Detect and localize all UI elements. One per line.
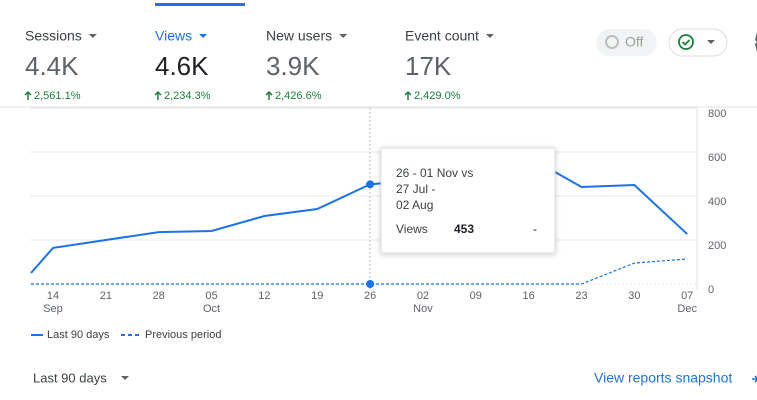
x-month-label: Sep [43,303,63,315]
metric-value: 3.9K [266,51,320,81]
x-tick-label: 09 [470,290,482,302]
x-tick-label: 26 [364,290,376,302]
x-tick-label: 14 [47,290,59,302]
legend-label[interactable]: Previous period [145,329,221,341]
x-tick-label: 28 [153,290,165,302]
dropdown-caret [707,40,715,44]
y-tick-label: 800 [708,108,726,120]
change-arrow [404,90,412,100]
metric-name: Event count [405,28,479,44]
x-tick-label: 16 [523,290,535,302]
x-month-label: Oct [203,303,220,315]
metric-change: 2,426.6% [275,90,322,102]
change-arrow [24,90,32,100]
metric-tab[interactable]: Views 4.6K 2,234.3% [154,28,211,102]
change-arrow [154,90,162,100]
tooltip: 26 - 01 Nov vs 27 Jul - 02 Aug Views 453… [380,147,556,254]
metric-tab[interactable]: Sessions 4.4K 2,561.1% [24,28,97,102]
x-tick-label: 30 [628,290,640,302]
x-tick-label: 21 [100,290,112,302]
tab-indicator [155,3,245,6]
x-tick-label: 07 [681,290,693,302]
metric-name: Views [155,28,192,44]
metric-tab[interactable]: New users 3.9K 2,426.6% [265,28,348,102]
toggle-label[interactable]: Off [625,34,644,50]
tooltip-previous: - [533,222,537,236]
x-month-label: Nov [413,303,433,315]
hover-dot [366,280,375,288]
x-tick-label: 02 [417,290,429,302]
x-month-label: Dec [677,303,697,315]
y-tick-label: 200 [708,240,726,252]
hover-dot [366,180,375,189]
change-arrow [265,90,273,100]
metric-name: New users [266,28,332,44]
tooltip-label: Views [396,222,428,236]
x-tick-label: 12 [258,290,270,302]
link-arrow [752,375,757,383]
series-line [31,258,688,285]
metric-caret [88,34,97,38]
status-dropdown[interactable] [668,28,728,57]
metric-change: 2,561.1% [34,90,81,102]
metric-change: 2,234.3% [164,90,211,102]
toggle-icon [605,35,619,49]
metric-value: 17K [405,51,452,81]
metric-caret [339,34,348,38]
tooltip-title: 26 - 01 Nov vs [396,166,473,180]
snapshot-link[interactable]: View reports snapshot [594,370,732,386]
metric-change: 2,429.0% [414,90,461,102]
date-range[interactable]: Last 90 days [33,370,107,385]
tooltip-title: 02 Aug [396,198,433,212]
series-line [30,155,688,274]
metric-value: 4.6K [155,51,209,81]
x-tick-label: 05 [205,290,217,302]
check-mark [681,39,691,46]
legend-label[interactable]: Last 90 days [47,329,110,341]
tooltip-title: 27 Jul - [396,182,435,196]
range-caret [121,376,129,380]
metric-tab[interactable]: Event count 17K 2,429.0% [404,28,494,102]
tooltip-value: 453 [454,222,474,236]
y-tick-label: 600 [708,152,726,164]
x-tick-label: 19 [311,290,323,302]
check-icon [678,34,694,50]
metric-value: 4.4K [25,51,79,81]
metric-name: Sessions [25,28,82,44]
metric-caret [485,34,494,38]
metric-caret [199,34,208,38]
y-tick-label: 0 [708,284,714,296]
x-tick-label: 23 [575,290,587,302]
tooltip-box [380,147,556,254]
y-tick-label: 400 [708,196,726,208]
